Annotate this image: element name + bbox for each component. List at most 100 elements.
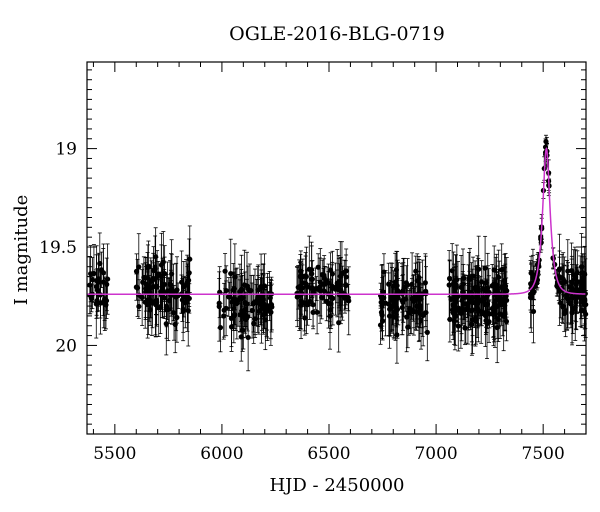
data-point <box>332 262 339 316</box>
data-marker <box>317 284 323 290</box>
data-marker <box>467 299 473 305</box>
data-marker <box>446 282 452 288</box>
data-point <box>494 274 500 339</box>
data-marker <box>158 273 164 279</box>
data-marker <box>317 279 323 285</box>
data-point <box>309 260 315 299</box>
data-point <box>453 275 459 321</box>
data-point <box>475 258 481 325</box>
data-point <box>463 275 469 344</box>
data-marker <box>239 287 245 293</box>
data-point <box>148 257 154 319</box>
data-marker <box>297 273 304 280</box>
data-marker <box>422 280 428 286</box>
data-marker <box>501 313 507 319</box>
data-marker <box>298 302 304 308</box>
data-point <box>298 271 304 340</box>
data-marker <box>307 298 313 305</box>
data-point <box>572 274 578 308</box>
data-point <box>322 265 328 303</box>
data-marker <box>136 292 142 298</box>
data-marker <box>463 306 469 312</box>
data-marker <box>462 325 468 331</box>
data-marker <box>148 285 154 291</box>
data-marker <box>228 270 234 277</box>
data-point <box>446 259 453 298</box>
data-marker <box>222 268 228 274</box>
data-point <box>467 247 473 311</box>
data-point <box>455 284 462 332</box>
data-marker <box>332 286 339 292</box>
data-marker <box>98 267 105 273</box>
data-point <box>408 283 414 335</box>
data-marker <box>560 276 566 282</box>
data-point <box>181 275 187 318</box>
data-marker <box>409 296 415 302</box>
data-marker <box>455 305 462 311</box>
data-marker <box>559 280 566 286</box>
data-marker <box>103 298 110 304</box>
data-point <box>483 267 489 298</box>
data-marker <box>157 304 163 310</box>
x-axis-label: HJD - 2450000 <box>269 475 404 496</box>
data-marker <box>446 275 453 282</box>
axes-group: 5500 6000 6500 7000 7500 19 19.5 20 <box>39 62 587 464</box>
data-point <box>343 260 349 310</box>
data-point <box>449 243 455 299</box>
data-marker <box>152 264 158 270</box>
data-marker <box>401 284 407 290</box>
data-marker <box>136 264 142 270</box>
data-marker <box>575 279 581 285</box>
data-marker <box>483 309 489 315</box>
data-point <box>489 264 495 308</box>
data-point <box>337 241 343 312</box>
data-marker <box>343 274 349 280</box>
data-marker <box>378 309 385 315</box>
data-marker <box>261 311 267 318</box>
data-marker <box>406 310 412 316</box>
data-marker <box>474 294 481 300</box>
data-marker <box>394 332 400 338</box>
data-marker <box>572 288 578 294</box>
data-point <box>413 255 419 287</box>
data-point <box>217 266 223 319</box>
data-marker <box>232 274 238 280</box>
model-curve <box>87 147 586 295</box>
data-marker <box>343 282 349 288</box>
data-marker <box>163 321 169 327</box>
data-marker <box>141 274 147 281</box>
data-marker <box>558 300 564 306</box>
data-point <box>158 244 164 309</box>
data-marker <box>237 295 243 301</box>
data-marker <box>461 301 467 307</box>
data-point <box>245 301 251 332</box>
data-point <box>462 310 468 346</box>
data-marker <box>565 268 571 274</box>
data-point <box>304 283 311 326</box>
data-marker <box>306 266 312 272</box>
data-marker <box>251 320 257 327</box>
data-marker <box>228 324 235 330</box>
data-point <box>480 265 486 313</box>
data-marker <box>338 287 344 294</box>
data-marker <box>475 288 481 294</box>
data-point <box>93 254 100 319</box>
data-point <box>474 264 481 329</box>
data-marker <box>245 334 251 341</box>
data-marker <box>450 310 456 316</box>
data-marker <box>238 334 244 340</box>
data-point <box>251 303 257 344</box>
data-marker <box>345 295 351 301</box>
data-point <box>423 292 429 333</box>
data-marker <box>256 308 262 314</box>
data-marker <box>453 295 459 301</box>
x-tick-label: 7000 <box>414 444 457 464</box>
data-marker <box>423 309 429 316</box>
data-marker <box>245 314 251 320</box>
data-marker <box>408 306 414 312</box>
data-marker <box>217 289 223 295</box>
data-point <box>447 296 453 343</box>
data-marker <box>490 311 497 318</box>
data-marker <box>391 283 397 289</box>
data-marker <box>480 286 486 292</box>
